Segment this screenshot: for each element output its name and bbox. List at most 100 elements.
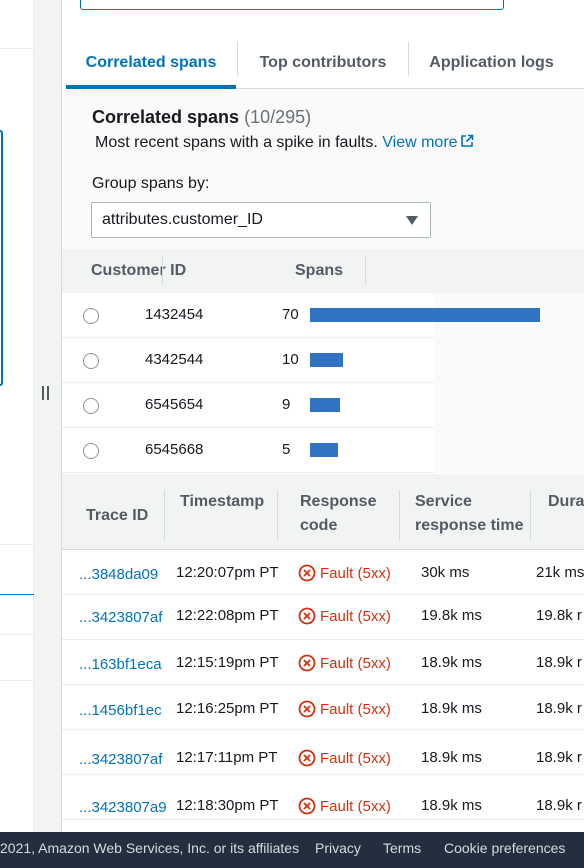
customer-id: 6545654 (145, 396, 204, 413)
duration: 18.9k r (536, 654, 582, 671)
group-by-select[interactable]: attributes.customer_ID (91, 202, 431, 238)
row-radio[interactable] (83, 353, 99, 369)
response-code-text: Fault (5xx) (320, 797, 391, 815)
tab-application-logs[interactable]: Application logs (429, 54, 554, 71)
traces-table-header: Trace ID Timestamp Response code Service… (62, 474, 584, 550)
column-divider (164, 490, 165, 540)
view-more-link[interactable]: View more (382, 134, 473, 151)
timestamp: 12:20:07pm PT (176, 564, 279, 581)
header-line: code (300, 517, 338, 534)
service-response-time: 18.9k ms (421, 654, 482, 671)
service-response-time: 19.8k ms (421, 607, 482, 624)
column-divider (399, 490, 400, 540)
left-panel-selected-row (0, 594, 34, 595)
table-row[interactable]: ...3423807af 12:22:08pm PT Fault (5xx) 19.8… (62, 595, 584, 640)
row-radio[interactable] (83, 308, 99, 324)
column-header-duration[interactable]: Dura (548, 493, 584, 510)
privacy-link[interactable]: Privacy (315, 840, 361, 856)
column-divider (277, 490, 278, 540)
view-more-label: View more (382, 134, 458, 151)
service-response-time: 30k ms (421, 564, 470, 581)
response-code-text: Fault (5xx) (320, 607, 391, 625)
column-header-customer-id[interactable]: Customer ID (91, 262, 187, 279)
column-divider (530, 490, 531, 540)
drag-handle-icon[interactable] (42, 386, 52, 402)
error-icon (298, 797, 316, 815)
duration: 18.9k r (536, 797, 582, 814)
row-radio[interactable] (83, 398, 99, 414)
span-count: 70 (282, 306, 299, 323)
response-code-text: Fault (5xx) (320, 700, 391, 718)
column-header-trace-id[interactable]: Trace ID (86, 507, 149, 524)
span-count: 9 (282, 396, 291, 413)
timestamp: 12:18:30pm PT (176, 797, 279, 814)
section-title: Correlated spans (10/295) (92, 107, 311, 128)
table-row[interactable]: ...3423807a9 12:18:30pm PT Fault (5xx) 18.9… (62, 775, 584, 820)
copyright-text: 2021, Amazon Web Services, Inc. or its a… (0, 840, 300, 856)
response-code-text: Fault (5xx) (320, 654, 391, 672)
column-header-response-code[interactable]: Response code (300, 490, 376, 538)
tab-top-contributors[interactable]: Top contributors (259, 54, 387, 71)
divider (0, 544, 34, 545)
external-link-icon (460, 134, 473, 147)
response-code-text: Fault (5xx) (320, 564, 391, 582)
trace-id-link[interactable]: ...1456bf1ec (79, 702, 162, 719)
error-icon (298, 607, 316, 625)
trace-id-link[interactable]: ...3423807af (79, 609, 163, 626)
table-row[interactable]: 1432454 70 (62, 293, 540, 338)
tab-correlated-spans[interactable]: Correlated spans (66, 38, 236, 89)
duration: 21k ms (536, 564, 584, 581)
trace-id-link[interactable]: ...3848da09 (79, 566, 159, 583)
table-row[interactable]: ...163bf1eca 12:15:19pm PT Fault (5xx) 18.9… (62, 640, 584, 685)
response-code: Fault (5xx) (298, 700, 391, 718)
section-description: Most recent spans with a spike in faults… (95, 134, 474, 152)
table-row[interactable]: ...3423807af 12:17:11pm PT Fault (5xx) 18.9… (62, 730, 584, 775)
search-input[interactable] (80, 0, 504, 10)
column-divider (162, 257, 163, 285)
span-count: 5 (282, 441, 291, 458)
duration: 18.9k r (536, 700, 582, 717)
trace-id-link[interactable]: ...3423807a9 (79, 799, 167, 816)
timestamp: 12:15:19pm PT (176, 654, 279, 671)
left-panel-selected-card[interactable] (0, 130, 3, 386)
span-bar (310, 353, 343, 367)
header-line: Response (300, 493, 377, 510)
divider (0, 634, 34, 635)
table-row[interactable]: ...3848da09 12:20:07pm PT Fault (5xx) 30k m… (62, 550, 584, 595)
table-row[interactable]: ...1456bf1ec 12:16:25pm PT Fault (5xx) 18.9… (62, 685, 584, 730)
response-code: Fault (5xx) (298, 564, 391, 582)
error-icon (298, 564, 316, 582)
table-row[interactable]: 6545654 9 (62, 383, 434, 428)
span-bar (310, 398, 340, 412)
column-header-service-response-time[interactable]: Service response time (415, 490, 523, 538)
spans-table-header: Customer ID Spans (62, 249, 584, 293)
timestamp: 12:16:25pm PT (176, 700, 279, 717)
tab-bar: Correlated spans Top contributors Applic… (66, 38, 584, 89)
header-line: Service (415, 493, 472, 510)
tab-divider (237, 42, 238, 76)
cookie-preferences-link[interactable]: Cookie preferences (444, 840, 566, 856)
span-bar (310, 308, 540, 322)
table-row[interactable]: 6545668 5 (62, 428, 434, 473)
error-icon (298, 654, 316, 672)
divider (0, 48, 34, 49)
service-response-time: 18.9k ms (421, 749, 482, 766)
service-response-time: 18.9k ms (421, 700, 482, 717)
trace-id-link[interactable]: ...3423807af (79, 751, 163, 768)
row-radio[interactable] (83, 443, 99, 459)
service-response-time: 18.9k ms (421, 797, 482, 814)
table-row[interactable]: 4342544 10 (62, 338, 434, 383)
section-title-text: Correlated spans (92, 107, 240, 127)
terms-link[interactable]: Terms (383, 840, 422, 856)
panel-splitter[interactable] (34, 0, 62, 832)
column-header-timestamp[interactable]: Timestamp (180, 493, 265, 510)
response-code: Fault (5xx) (298, 797, 391, 815)
trace-id-link[interactable]: ...163bf1eca (79, 656, 162, 673)
response-code-text: Fault (5xx) (320, 749, 391, 767)
group-by-label: Group spans by: (92, 175, 210, 192)
customer-id: 6545668 (145, 441, 204, 458)
span-bar (310, 443, 338, 457)
column-header-spans[interactable]: Spans (295, 262, 344, 279)
response-code: Fault (5xx) (298, 654, 391, 672)
main-panel: Correlated spans Top contributors Applic… (62, 0, 584, 832)
